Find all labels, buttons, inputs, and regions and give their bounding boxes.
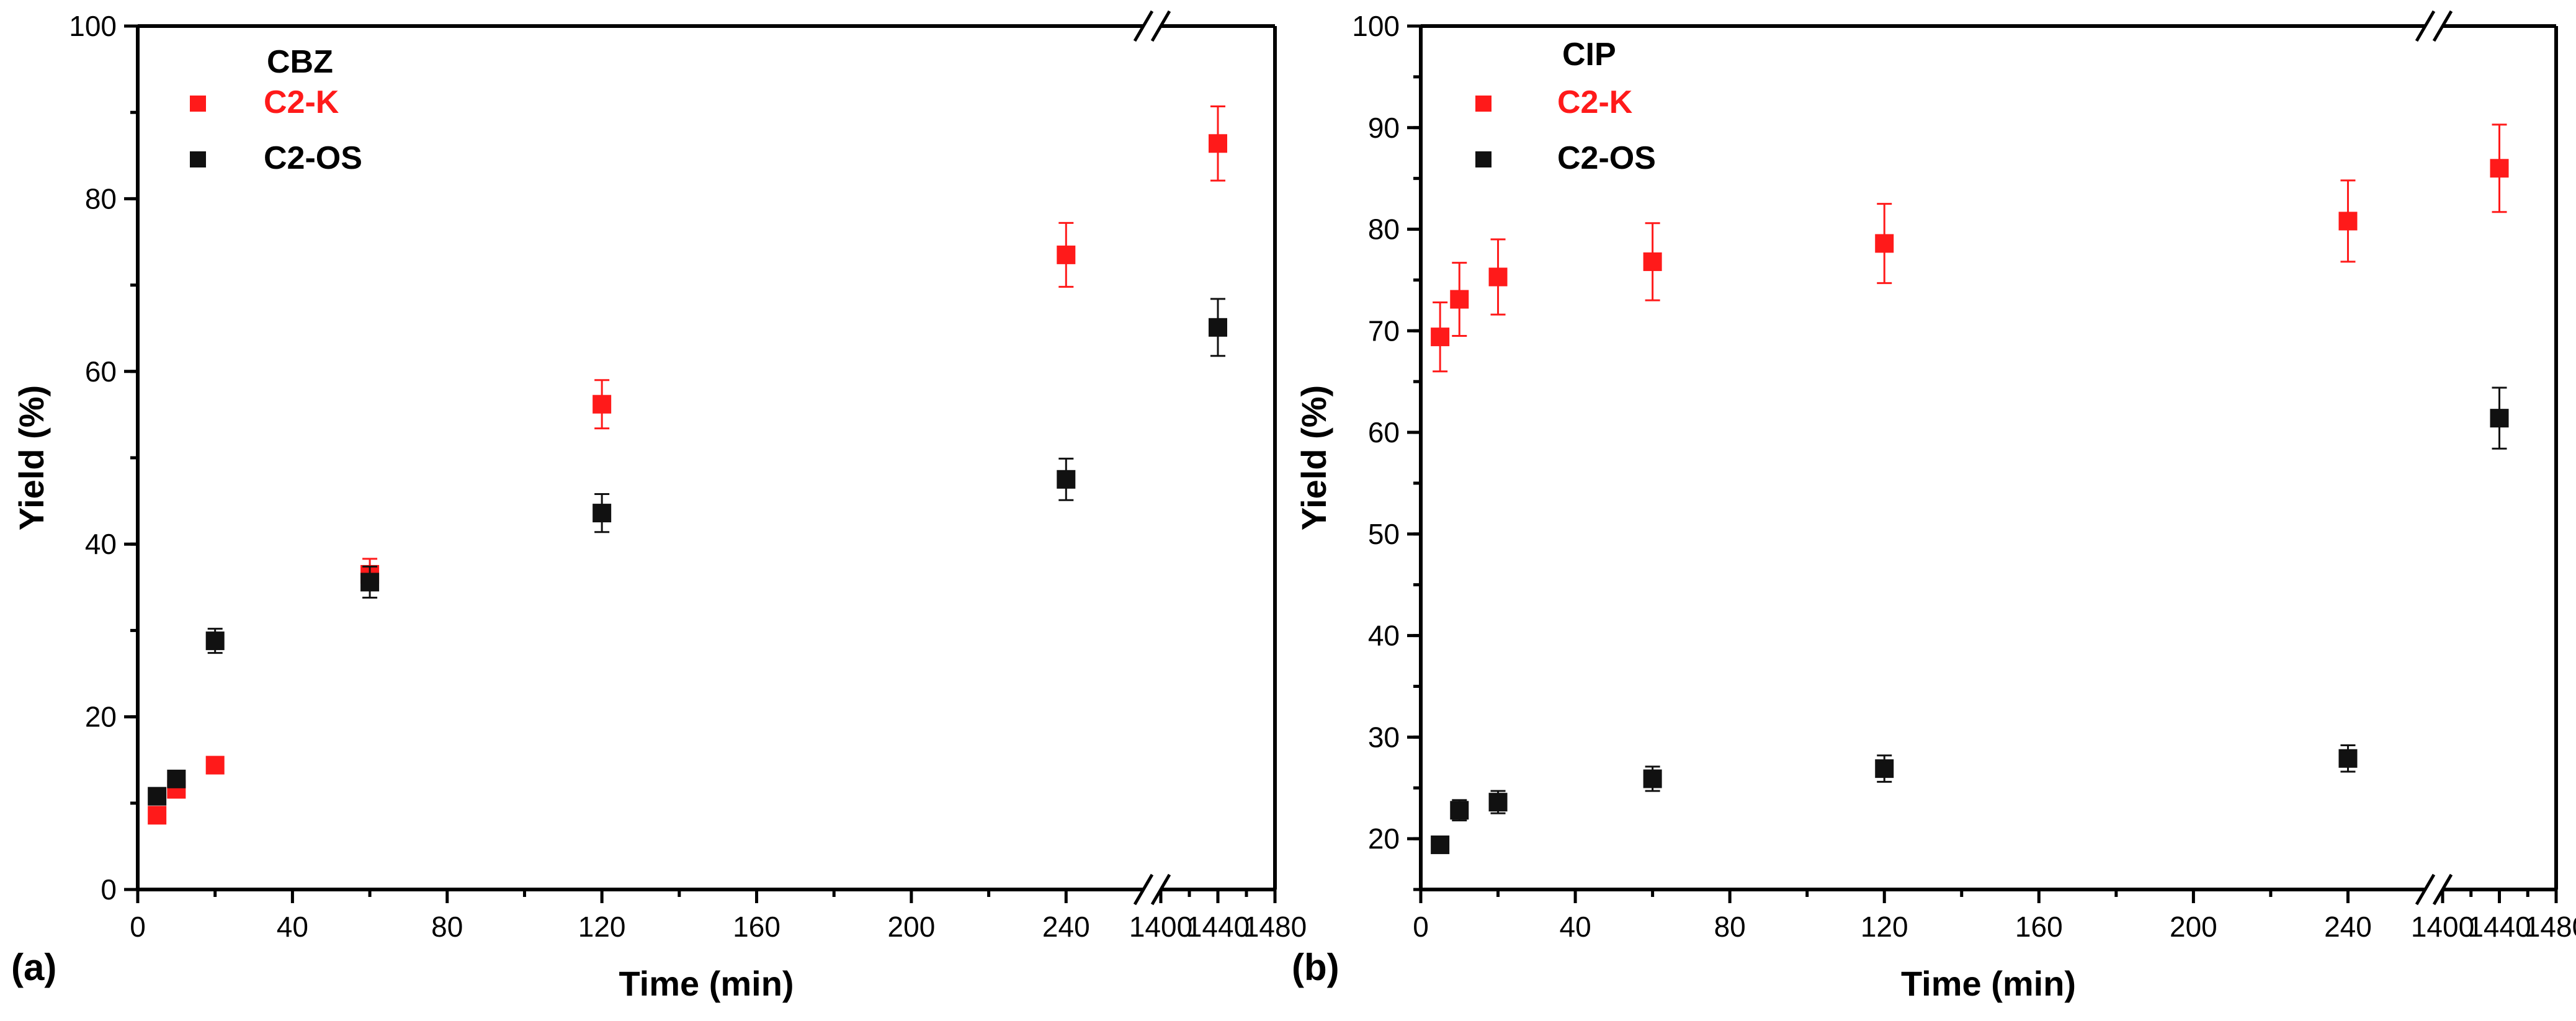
x-tick-label: 1480 (1243, 911, 1307, 943)
data-point-c2-k (1643, 252, 1662, 271)
data-point-c2-k (1488, 267, 1508, 287)
x-tick-label: 0 (130, 911, 146, 943)
x-tick-label: 240 (2324, 911, 2372, 943)
legend-label-c2-os: C2-OS (264, 140, 362, 176)
x-tick-label: 80 (1714, 911, 1746, 943)
x-tick-label: 160 (2015, 911, 2063, 943)
y-tick-label: 100 (69, 10, 117, 42)
x-tick-label: 1400 (1129, 911, 1192, 943)
legend-marker-c2-os (1475, 151, 1491, 167)
data-point-c2-os (360, 573, 380, 592)
y-tick-label: 60 (1368, 416, 1400, 448)
data-point-c2-os (1057, 470, 1076, 489)
legend-title: CBZ (267, 44, 333, 80)
x-tick-label: 1440 (1186, 911, 1250, 943)
data-point-c2-os (1209, 318, 1227, 337)
x-axis-title: Time (min) (619, 964, 794, 1003)
data-point-c2-k (2490, 159, 2509, 178)
x-tick-label: 200 (2170, 911, 2217, 943)
axis-break-mark (2415, 873, 2436, 906)
x-tick-label: 120 (1861, 911, 1908, 943)
legend-title: CIP (1562, 37, 1616, 73)
y-tick-label: 80 (1368, 213, 1400, 246)
y-tick-label: 100 (1352, 10, 1400, 42)
data-point-c2-os (1450, 801, 1469, 820)
x-axis-title: Time (min) (1901, 964, 2076, 1003)
axis-break-mark (1133, 873, 1154, 906)
data-point-c2-os (167, 769, 186, 788)
data-point-c2-os (593, 504, 612, 523)
y-axis-title: Yield (%) (12, 385, 51, 530)
x-tick-label: 0 (1413, 911, 1429, 943)
x-tick-label: 240 (1042, 911, 1090, 943)
y-tick-label: 60 (85, 355, 117, 388)
y-tick-label: 20 (1368, 823, 1400, 855)
y-tick-label: 50 (1368, 518, 1400, 550)
x-tick-label: 1480 (2525, 911, 2576, 943)
y-tick-label: 80 (85, 182, 117, 215)
y-tick-label: 0 (101, 873, 117, 906)
y-tick-label: 90 (1368, 112, 1400, 144)
x-tick-label: 1400 (2411, 911, 2474, 943)
y-axis-title: Yield (%) (1294, 385, 1333, 530)
data-point-c2-os (1488, 793, 1508, 812)
data-point-c2-k (205, 756, 225, 775)
x-tick-label: 200 (888, 911, 936, 943)
x-tick-label: 40 (277, 911, 308, 943)
legend-label-c2-k: C2-K (1557, 84, 1633, 120)
x-tick-label: 1440 (2467, 911, 2531, 943)
axis-break-mark (2415, 10, 2436, 42)
y-tick-label: 40 (85, 528, 117, 560)
data-point-c2-k (148, 806, 167, 825)
data-point-c2-k (1431, 328, 1450, 347)
y-tick-label: 30 (1368, 721, 1400, 753)
data-point-c2-os (1431, 835, 1450, 854)
panel-label: (b) (1292, 947, 1339, 988)
x-tick-label: 40 (1559, 911, 1591, 943)
data-point-c2-os (1643, 769, 1662, 788)
y-tick-label: 20 (85, 701, 117, 733)
x-tick-label: 80 (431, 911, 463, 943)
axis-break-mark (1150, 10, 1171, 42)
data-point-c2-k (1209, 134, 1227, 153)
y-tick-label: 70 (1368, 314, 1400, 347)
data-point-c2-os (148, 787, 167, 806)
data-point-c2-os (205, 631, 225, 651)
panel-label: (a) (11, 947, 56, 988)
data-point-c2-os (2338, 749, 2358, 768)
data-point-c2-os (1875, 759, 1894, 778)
data-point-c2-k (2338, 212, 2358, 231)
x-tick-label: 120 (578, 911, 626, 943)
x-tick-label: 160 (733, 911, 780, 943)
axis-break-mark (2432, 10, 2453, 42)
data-point-c2-k (593, 395, 612, 414)
y-tick-label: 40 (1368, 620, 1400, 652)
axis-break-mark (1133, 10, 1154, 42)
data-point-c2-k (1875, 234, 1894, 253)
legend-label-c2-os: C2-OS (1557, 140, 1656, 176)
data-point-c2-os (2490, 409, 2509, 428)
data-point-c2-k (1057, 245, 1076, 264)
legend-marker-c2-os (190, 151, 206, 167)
data-point-c2-k (1450, 290, 1469, 309)
legend-marker-c2-k (190, 96, 206, 112)
legend-marker-c2-k (1475, 96, 1491, 112)
legend-label-c2-k: C2-K (264, 84, 339, 120)
